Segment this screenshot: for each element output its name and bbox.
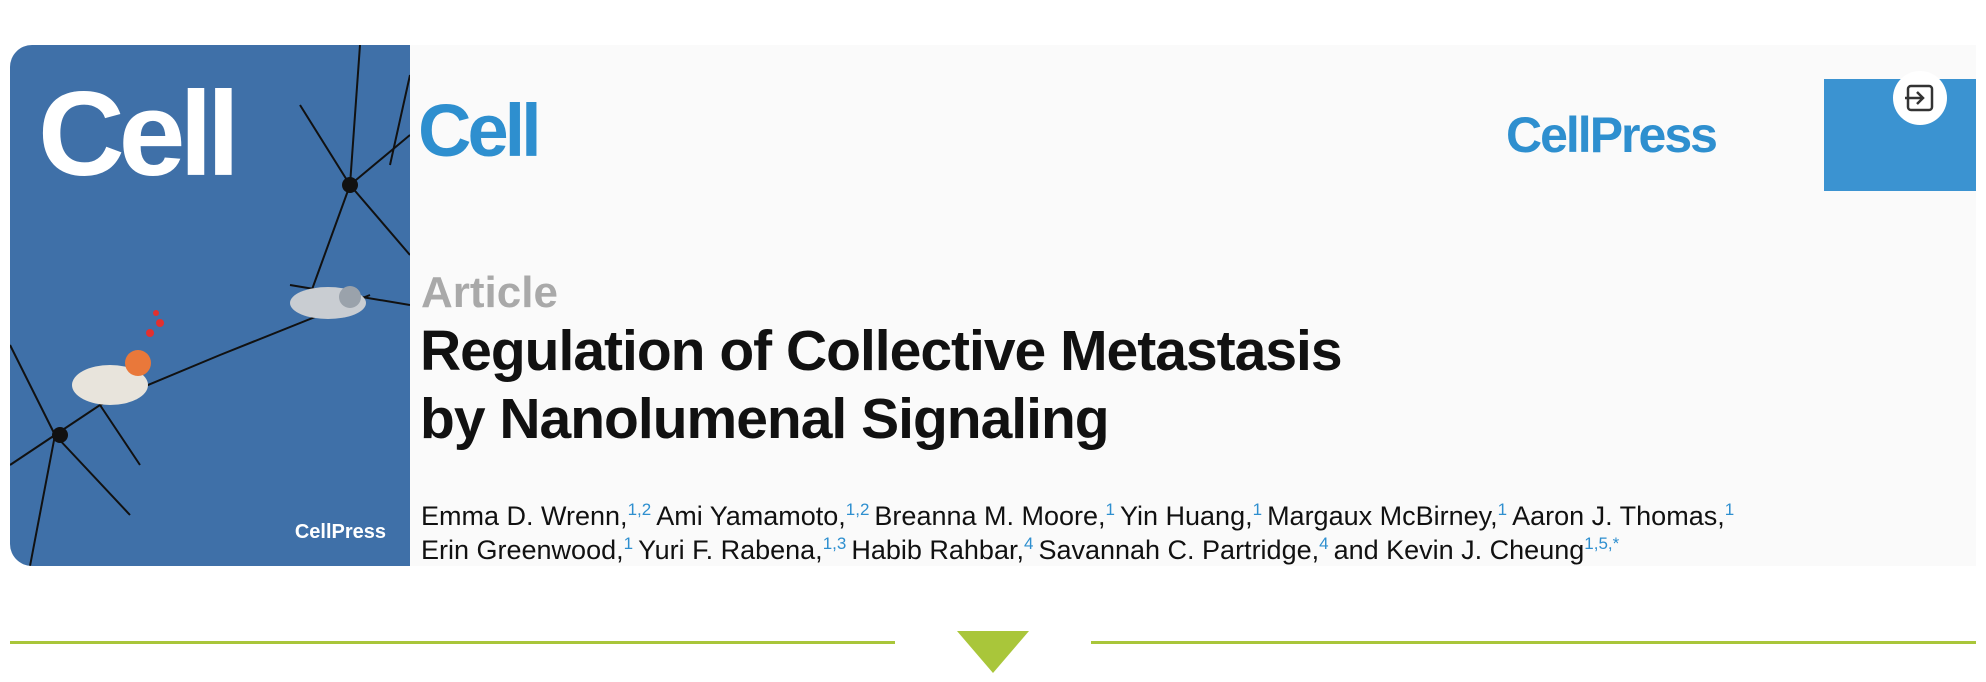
affiliation: 1 xyxy=(623,534,634,553)
affiliation: 1,3 xyxy=(822,534,847,553)
author-name: Margaux McBirney, xyxy=(1267,501,1498,531)
divider xyxy=(10,641,895,644)
cover-publisher: CellPress xyxy=(294,521,386,543)
author-name: Habib Rahbar, xyxy=(851,535,1024,565)
author-name: Emma D. Wrenn, xyxy=(421,501,628,531)
journal-cover: Cell CellPress xyxy=(10,45,410,566)
title-line: by Nanolumenal Signaling xyxy=(420,387,1110,451)
author-name: Yuri F. Rabena, xyxy=(638,535,823,565)
author-name: Aaron J. Thomas, xyxy=(1512,501,1725,531)
author-name: Yin Huang, xyxy=(1120,501,1253,531)
author-line: Erin Greenwood,1 Yuri F. Rabena,1,3 Habib … xyxy=(421,534,1624,566)
publisher-logo: CellPress xyxy=(1506,107,1718,163)
author-name: Ami Yamamoto, xyxy=(656,501,846,531)
divider xyxy=(1091,641,1976,644)
author-name: and Kevin J. Cheung xyxy=(1333,535,1585,565)
author-line: Emma D. Wrenn,1,2 Ami Yamamoto,1,2 Breanna… xyxy=(421,500,1739,532)
affiliation: 1 xyxy=(1497,500,1508,519)
affiliation: 1 xyxy=(1252,500,1263,519)
affiliation: 1 xyxy=(1724,500,1735,519)
exit-icon xyxy=(1905,84,1934,112)
journal-logo: Cell xyxy=(418,89,542,172)
title-line: Regulation of Collective Metastasis xyxy=(420,319,1343,383)
affiliation: 1,5,* xyxy=(1584,534,1620,553)
author-name: Erin Greenwood, xyxy=(421,535,624,565)
affiliation: 1,2 xyxy=(627,500,652,519)
affiliation: 4 xyxy=(1319,534,1329,553)
author-name: Breanna M. Moore, xyxy=(874,501,1106,531)
down-arrow xyxy=(957,631,1029,673)
affiliation: 1,2 xyxy=(845,500,870,519)
affiliation: 1 xyxy=(1105,500,1115,519)
cover-logo: Cell xyxy=(38,67,240,201)
author-name: Savannah C. Partridge, xyxy=(1038,535,1320,565)
affiliation: 4 xyxy=(1023,534,1034,553)
header-band xyxy=(410,45,1976,566)
cover-art xyxy=(10,45,410,566)
article-label: Article xyxy=(421,268,558,317)
exit-button[interactable] xyxy=(1893,71,1947,125)
